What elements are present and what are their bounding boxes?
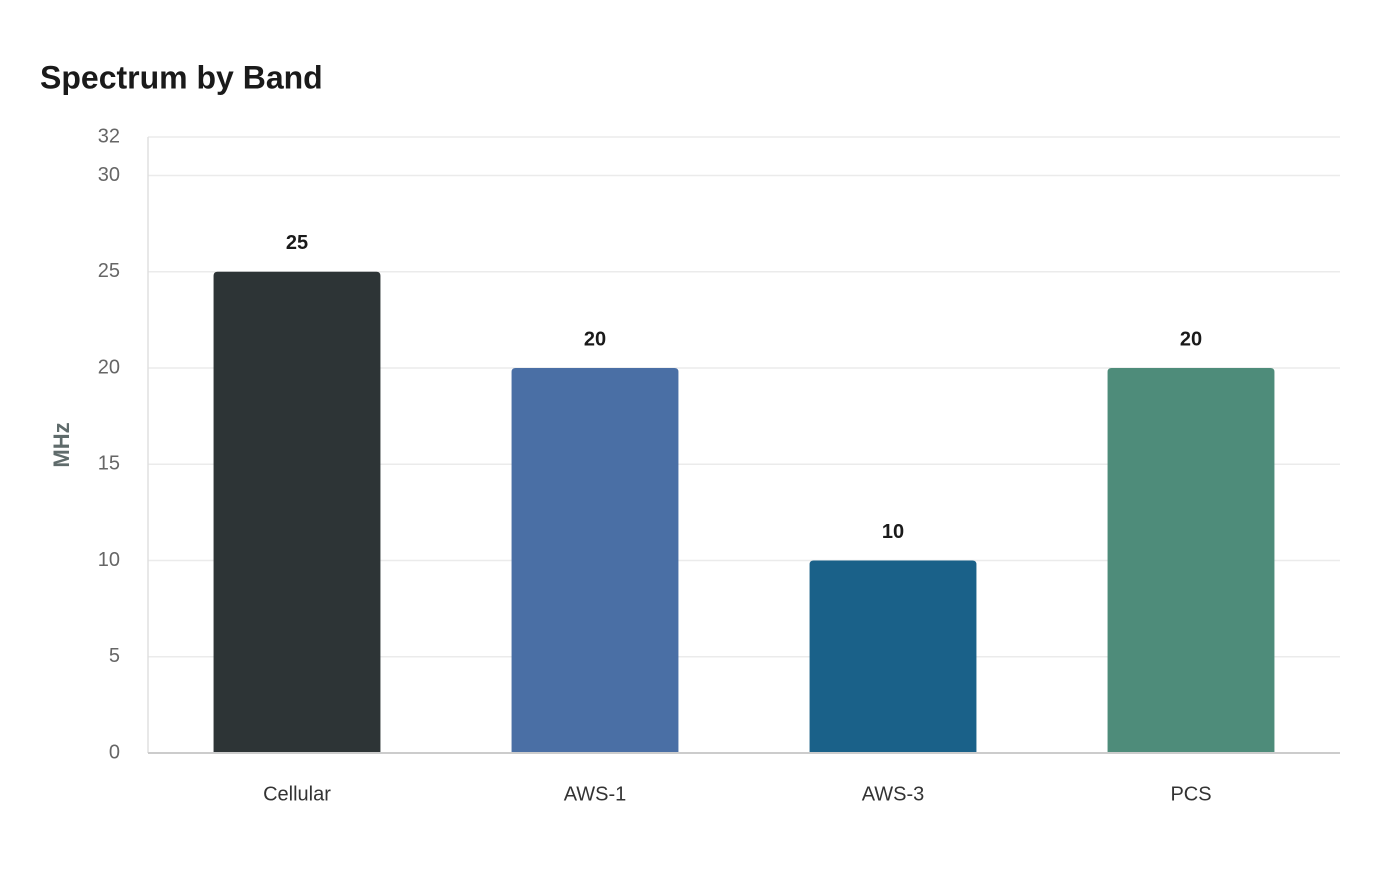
data-label: 10 <box>882 521 904 543</box>
data-label: 20 <box>1180 328 1202 350</box>
bar <box>1107 368 1275 753</box>
y-tick-label: 5 <box>109 645 120 667</box>
x-tick-label: AWS-3 <box>862 783 925 805</box>
bar <box>511 368 679 753</box>
y-tick-label: 15 <box>98 453 120 475</box>
y-tick-label: 25 <box>98 260 120 282</box>
x-tick-label: PCS <box>1170 783 1211 805</box>
y-tick-label: 10 <box>98 549 120 571</box>
data-label: 25 <box>286 232 308 254</box>
x-tick-label: AWS-1 <box>564 783 627 805</box>
y-axis-label: MHz <box>49 422 74 467</box>
chart-title: Spectrum by Band <box>40 59 323 95</box>
y-tick-label: 32 <box>98 125 120 147</box>
y-tick-label: 30 <box>98 164 120 186</box>
bar <box>809 560 977 753</box>
bar <box>213 271 381 753</box>
y-tick-label: 20 <box>98 356 120 378</box>
data-label: 20 <box>584 328 606 350</box>
x-tick-label: Cellular <box>263 783 331 805</box>
y-tick-label: 0 <box>109 741 120 763</box>
